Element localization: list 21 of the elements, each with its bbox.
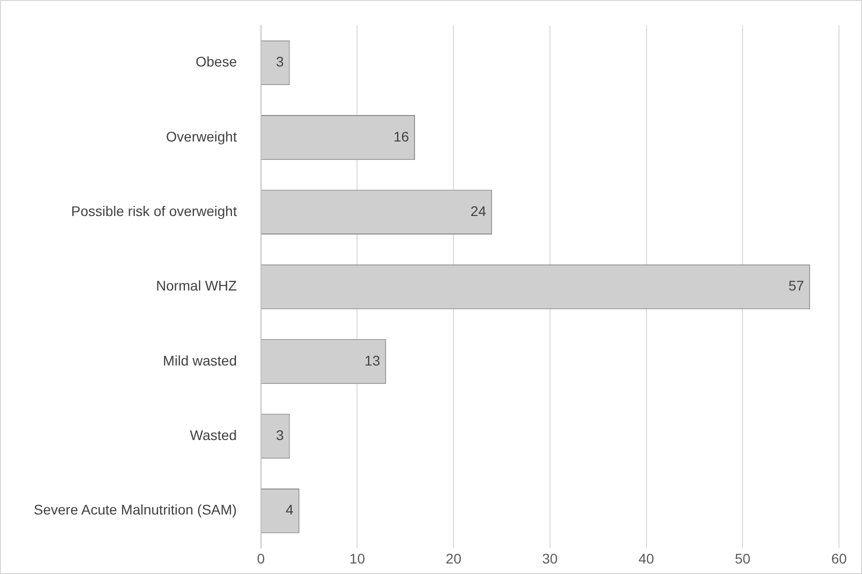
y-tick-label: Overweight	[166, 128, 237, 144]
y-tick-label: Mild wasted	[162, 352, 237, 368]
data-label: 24	[470, 202, 486, 219]
y-tick-label: Normal WHZ	[156, 278, 238, 294]
data-label: 57	[788, 278, 804, 294]
data-label: 3	[276, 54, 284, 70]
y-tick-label: Possible risk of overweight	[71, 202, 237, 219]
data-label: 13	[364, 352, 380, 368]
x-tick-label: 20	[446, 550, 462, 566]
x-tick-label: 0	[256, 550, 265, 566]
x-tick-label: 40	[638, 550, 654, 566]
x-tick-label: 60	[831, 550, 847, 566]
y-tick-label: Severe Acute Malnutrition (SAM)	[34, 502, 237, 518]
data-label: 4	[286, 502, 294, 518]
x-tick-label: 10	[349, 550, 366, 566]
y-tick-label: Wasted	[190, 427, 237, 444]
data-label: 3	[276, 427, 284, 444]
data-label: 16	[393, 128, 410, 144]
x-tick-label: 30	[542, 550, 558, 566]
x-tick-label: 50	[734, 550, 751, 566]
y-tick-label: Obese	[196, 54, 238, 70]
